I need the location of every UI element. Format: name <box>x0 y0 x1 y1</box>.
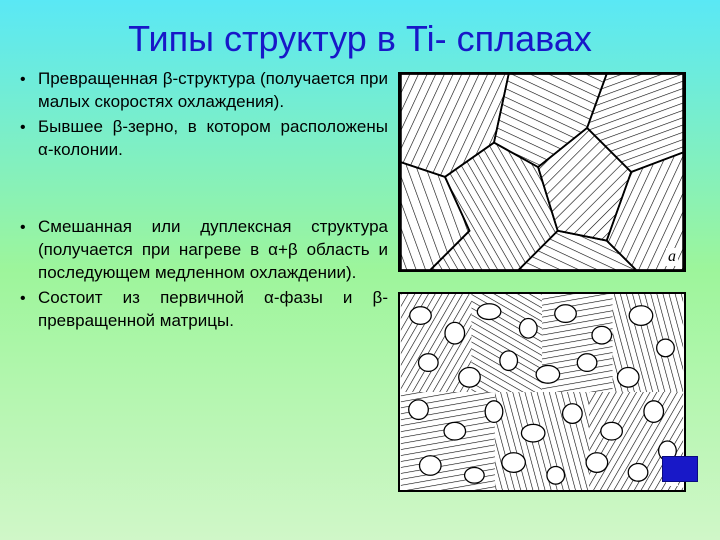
page-title: Типы структур в Ti- сплавах <box>0 0 720 68</box>
bullet-group-1: • Превращенная β-структура (получается п… <box>18 68 388 162</box>
bullet-dot-icon: • <box>18 287 38 333</box>
figure-a: а <box>398 72 686 272</box>
bullet-group-2: • Смешанная или дуплексная структура (по… <box>18 216 388 333</box>
list-item: • Состоит из первичной α-фазы и β-превра… <box>18 287 388 333</box>
figure-a-label: а <box>666 248 678 266</box>
list-item: • Превращенная β-структура (получается п… <box>18 68 388 114</box>
figure-b: б <box>398 292 686 492</box>
bullet-dot-icon: • <box>18 216 38 285</box>
list-item: • Смешанная или дуплексная структура (по… <box>18 216 388 285</box>
microstructure-b-icon <box>400 294 684 490</box>
list-item: • Бывшее β-зерно, в котором расположены … <box>18 116 388 162</box>
bullet-text: Превращенная β-структура (получается при… <box>38 68 388 114</box>
corner-box-icon <box>662 456 698 482</box>
left-column: • Превращенная β-структура (получается п… <box>18 68 398 492</box>
bullet-dot-icon: • <box>18 68 38 114</box>
bullet-text: Бывшее β-зерно, в котором расположены α-… <box>38 116 388 162</box>
microstructure-a-icon <box>400 74 684 270</box>
bullet-dot-icon: • <box>18 116 38 162</box>
right-column: а <box>398 68 708 492</box>
bullet-text: Состоит из первичной α-фазы и β-превраще… <box>38 287 388 333</box>
content-row: • Превращенная β-структура (получается п… <box>0 68 720 492</box>
bullet-text: Смешанная или дуплексная структура (полу… <box>38 216 388 285</box>
